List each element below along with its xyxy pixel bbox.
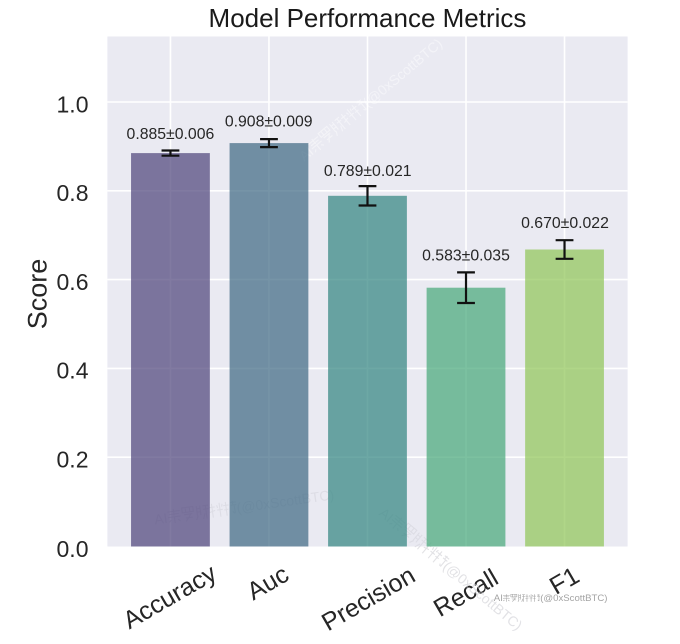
svg-text:0.2: 0.2 [57,447,89,473]
svg-text:(@0xScottBTC): (@0xScottBTC) [540,593,607,604]
svg-text:Model Performance Metrics: Model Performance Metrics [209,3,527,33]
svg-text:Accuracy: Accuracy [118,559,221,635]
svg-text:Auc: Auc [242,560,293,606]
svg-text:AI: AI [494,593,503,604]
svg-text:0.583±0.035: 0.583±0.035 [422,248,510,265]
svg-text:0.4: 0.4 [57,358,89,384]
svg-text:0.6: 0.6 [57,269,89,295]
svg-text:0.789±0.021: 0.789±0.021 [324,163,412,180]
svg-text:0.670±0.022: 0.670±0.022 [521,215,609,232]
svg-text:0.908±0.009: 0.908±0.009 [225,114,313,131]
svg-text:0.8: 0.8 [57,180,89,206]
svg-text:0.885±0.006: 0.885±0.006 [127,126,215,143]
svg-text:Score: Score [23,259,53,330]
svg-text:0.0: 0.0 [57,536,89,562]
svg-text:Precision: Precision [317,561,420,637]
svg-text:1.0: 1.0 [57,91,89,117]
